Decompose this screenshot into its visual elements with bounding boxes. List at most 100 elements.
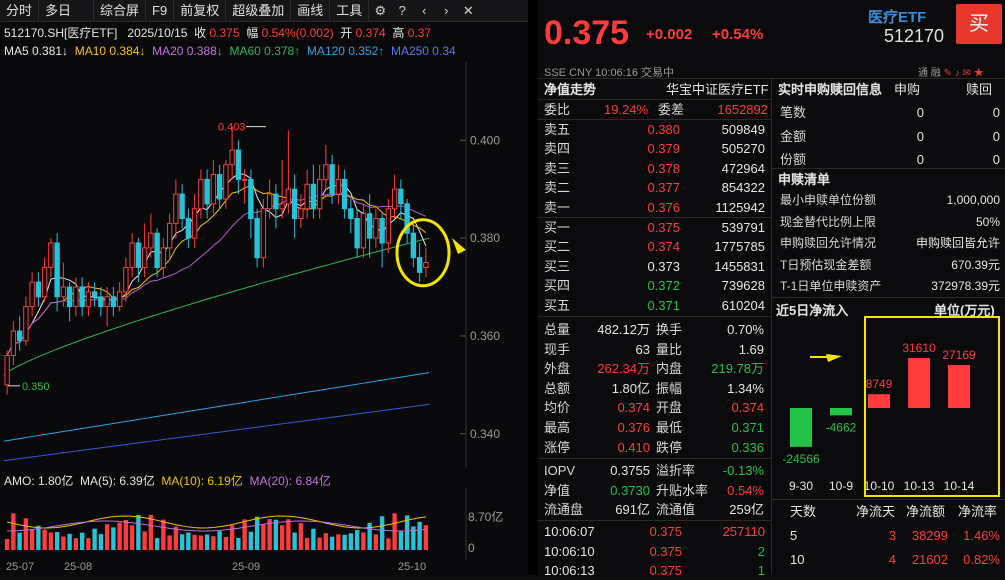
tick-price: 0.375	[649, 563, 682, 579]
bid-volume: 539791	[721, 220, 765, 235]
candle-body	[304, 183, 310, 210]
volume-bar	[323, 533, 329, 550]
candle-body	[310, 183, 317, 210]
volume-bar	[36, 525, 41, 550]
netflow-unit: 单位(万元)	[934, 303, 995, 318]
tool-icons[interactable]: 通 融 ✎ ♪ ✉ ★	[918, 64, 984, 79]
forward-icon[interactable]: ›	[444, 2, 449, 18]
etf-name[interactable]: 医疗ETF	[868, 9, 927, 26]
chaojidiejia-button[interactable]: 超级叠加	[226, 0, 292, 22]
stat-value: 0.70%	[727, 322, 764, 337]
volume-bar	[198, 535, 204, 550]
volume-bar	[304, 537, 310, 550]
tick-volume: 2	[757, 543, 765, 559]
creation-title: 申赎清单	[778, 172, 831, 187]
netflow-bar	[830, 408, 852, 416]
redeem-row-label: 份额	[780, 152, 807, 167]
tab-duori[interactable]: 多日	[39, 0, 95, 22]
bid-label: 买五	[544, 297, 571, 313]
candle-body	[110, 296, 117, 308]
low-annotation: 0.350	[22, 381, 50, 393]
symbol-label: 512170.SH[医疗ETF]	[4, 26, 118, 40]
iopv-value: 259亿	[729, 502, 764, 518]
candle-body	[248, 178, 254, 220]
volume-tick-zero: 0	[468, 541, 475, 555]
stat-label: 量比	[656, 341, 683, 357]
gear-icon[interactable]: ⚙	[374, 2, 387, 18]
stat-label: 开盘	[656, 400, 683, 416]
ma-legend: MA5 0.381↓ MA10 0.384↓ MA20 0.388↓ MA60 …	[4, 44, 456, 58]
gongju-button[interactable]: 工具	[330, 0, 370, 22]
candle-body	[285, 188, 292, 205]
close-icon[interactable]: ✕	[462, 2, 474, 18]
candle-body	[241, 178, 248, 181]
volume-bar	[367, 522, 372, 550]
summary-flow-amount: 38299	[911, 528, 948, 543]
stat-value: 0.374	[617, 400, 650, 416]
price-change: +0.002	[646, 26, 693, 43]
volume-bar	[354, 530, 360, 550]
highlight-box	[864, 316, 1000, 497]
zonghe-button[interactable]: 综合屏	[94, 0, 147, 22]
candle-body	[73, 286, 79, 308]
iopv-label: 流通盘	[544, 502, 584, 518]
volume-bar	[86, 538, 91, 550]
kline-panel: 分时 多日 综合屏 F9 前复权 超级叠加 画线 工具 ⚙ ? ‹ › ✕ 51…	[0, 0, 528, 575]
volume-bar	[92, 528, 97, 550]
tab-fenshi[interactable]: 分时	[0, 0, 40, 22]
share-icon[interactable]: ✉	[962, 68, 971, 79]
amo-legend: AMO: 1.80亿 MA(5): 6.39亿 MA(10): 6.19亿 MA…	[4, 472, 331, 489]
volume-bar	[279, 525, 285, 550]
back-icon[interactable]: ‹	[422, 2, 427, 18]
stat-label: 换手	[656, 322, 683, 337]
volume-bar	[42, 529, 47, 550]
ask-volume: 854322	[721, 180, 765, 196]
stat-label: 涨停	[544, 439, 571, 455]
bid-price: 0.371	[647, 297, 680, 313]
huaxian-button[interactable]: 画线	[291, 0, 331, 22]
volume-bar	[329, 536, 335, 550]
qianfuquan-button[interactable]: 前复权	[174, 0, 227, 22]
weibi-value: 19.24%	[604, 102, 649, 117]
stat-label: 振幅	[656, 380, 683, 396]
highlight-arrow	[452, 238, 466, 254]
help-icon[interactable]: ?	[398, 2, 406, 18]
stat-label: 均价	[544, 400, 571, 416]
candle-body	[185, 218, 192, 239]
candle-body	[79, 286, 85, 308]
iopv-label: 溢折率	[656, 463, 696, 478]
tick-volume: 1	[757, 563, 765, 579]
bid-volume: 1775785	[714, 239, 765, 255]
creation-value: 372978.39元	[931, 279, 1000, 293]
candle-body	[54, 242, 60, 298]
high-label: 高	[392, 26, 405, 40]
candle-body	[204, 178, 210, 205]
netflow-value-label: 31610	[902, 341, 936, 355]
candle-body	[335, 178, 342, 195]
candle-body	[273, 193, 279, 210]
star-icon[interactable]: ★	[973, 68, 984, 79]
iopv-value: 0.3755	[610, 463, 650, 478]
ask-label: 卖四	[544, 141, 571, 157]
candle-body	[266, 193, 273, 210]
summary-flow-rate: 0.82%	[963, 552, 1000, 567]
candle-body	[116, 291, 123, 308]
bell-icon[interactable]: ♪	[954, 68, 960, 79]
volume-bar	[61, 536, 66, 550]
candle-body	[260, 208, 267, 259]
candle-body	[348, 208, 354, 220]
stat-label: 跌停	[656, 439, 683, 455]
f9-button[interactable]: F9	[146, 0, 175, 22]
volume-chart[interactable]: 8.70亿 0	[0, 488, 528, 560]
pane-divider[interactable]	[528, 0, 538, 575]
divider	[538, 119, 771, 120]
summary-flow-days: 4	[888, 552, 896, 567]
stat-label: 外盘	[544, 361, 571, 377]
fund-fullname: 华宝中证医疗ETF	[666, 82, 769, 97]
kline-chart[interactable]: 0.400 0.380 0.360 0.340 0.403 0.350	[0, 62, 528, 470]
volume-bar	[311, 528, 316, 550]
edit-icon[interactable]: ✎	[943, 68, 952, 79]
candle-body	[291, 188, 298, 220]
volume-ma10-line	[7, 515, 426, 529]
buy-button[interactable]: 买	[956, 4, 1002, 44]
